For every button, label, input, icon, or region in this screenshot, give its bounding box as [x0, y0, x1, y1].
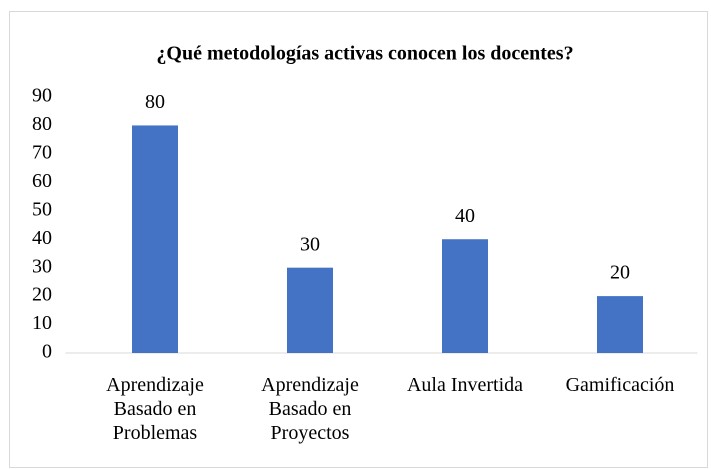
y-tick-label: 60 — [32, 170, 52, 192]
y-tick-label: 20 — [32, 284, 52, 306]
y-tick-label: 10 — [32, 312, 52, 334]
bar — [287, 267, 333, 353]
y-tick-label: 70 — [32, 141, 52, 163]
chart-title: ¿Qué metodologías activas conocen los do… — [156, 43, 573, 65]
bar — [442, 239, 488, 353]
chart-border — [9, 11, 708, 468]
data-label: 20 — [610, 262, 630, 284]
y-tick-label: 30 — [32, 255, 52, 277]
data-label: 30 — [300, 233, 320, 255]
data-label: 80 — [145, 91, 165, 113]
y-tick-label: 90 — [32, 85, 52, 107]
x-tick-label: Aula Invertida — [406, 374, 524, 396]
x-tick-label: Gamificación — [565, 374, 675, 396]
x-tick-label: Aprendizaje Basado en Problemas — [106, 374, 204, 444]
y-tick-label: 80 — [32, 113, 52, 135]
y-tick-label: 0 — [42, 341, 52, 363]
bar — [132, 125, 178, 353]
y-tick-label: 50 — [32, 198, 52, 220]
x-tick-label: Aprendizaje Basado en Proyectos — [261, 374, 359, 444]
y-tick-label: 40 — [32, 227, 52, 249]
data-label: 40 — [455, 205, 475, 227]
bar — [597, 296, 643, 353]
